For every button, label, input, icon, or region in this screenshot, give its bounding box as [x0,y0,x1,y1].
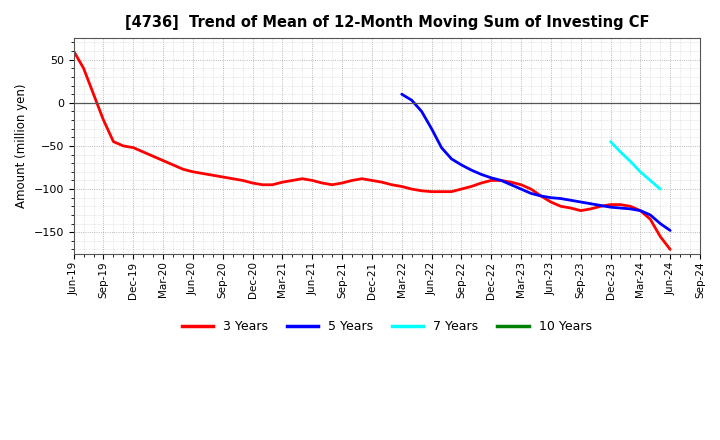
Title: [4736]  Trend of Mean of 12-Month Moving Sum of Investing CF: [4736] Trend of Mean of 12-Month Moving … [125,15,649,30]
Y-axis label: Amount (million yen): Amount (million yen) [15,84,28,208]
Legend: 3 Years, 5 Years, 7 Years, 10 Years: 3 Years, 5 Years, 7 Years, 10 Years [177,315,597,338]
